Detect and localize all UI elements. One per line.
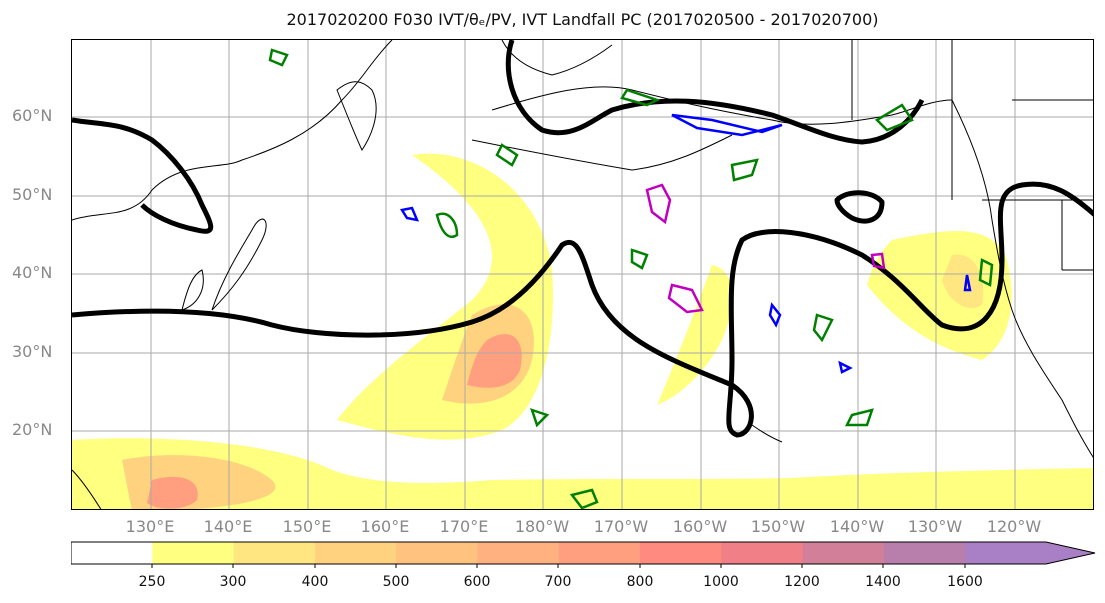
colorbar-swatch [314, 542, 397, 564]
magenta-contour-3 [870, 252, 886, 270]
colorbar-label-400: 400 [301, 574, 329, 590]
lon-label-120w: 120°W [986, 517, 1042, 536]
graticule [72, 40, 1093, 509]
coast-canada [851, 40, 1093, 271]
coast-alaska [491, 86, 953, 125]
lon-label-150e: 150°E [282, 517, 332, 536]
colorbar-swatch [71, 542, 153, 564]
pv-contour-asia [72, 117, 214, 234]
coast-asia [72, 40, 393, 221]
blue-contours [399, 113, 972, 374]
colorbar-swatch [477, 542, 560, 564]
lon-label-140w: 140°W [829, 517, 885, 536]
green-contour-2 [495, 143, 519, 167]
lon-label-130e: 130°E [125, 517, 175, 536]
colorbar-swatch [965, 542, 1095, 564]
blue-contour-5 [838, 360, 853, 374]
colorbar-swatch [640, 542, 722, 564]
lat-label-30n: 30°N [12, 342, 53, 361]
ivt-plume-east [867, 231, 1012, 360]
magenta-contour-2 [667, 283, 704, 314]
lon-label-150w: 150°W [750, 517, 806, 536]
coast-bering [501, 40, 613, 76]
green-contour-10 [569, 488, 599, 509]
colorbar-swatch [721, 542, 804, 564]
colorbar-label-500: 500 [382, 574, 410, 590]
colorbar-swatch [233, 542, 316, 564]
coastlines [72, 40, 1093, 509]
ivt-band-south-max [147, 476, 198, 509]
pv-contour-north [505, 40, 925, 145]
colorbar-label-1600: 1600 [947, 574, 983, 590]
colorbar-label-1200: 1200 [784, 574, 820, 590]
coast-japan [211, 218, 267, 311]
green-contour-5 [812, 313, 834, 343]
ivt-band-south [72, 438, 1093, 509]
lat-label-20n: 20°N [12, 420, 53, 439]
lon-label-160e: 160°E [360, 517, 410, 536]
colorbar-swatch [558, 542, 641, 564]
colorbar-swatches [71, 542, 1095, 564]
green-contour-8 [268, 48, 289, 67]
colorbar-ticks [151, 564, 966, 568]
green-contour-9 [530, 408, 550, 428]
lon-label-140e: 140°E [203, 517, 253, 536]
map-title: 2017020200 F030 IVT/θₑ/PV, IVT Landfall … [286, 10, 879, 29]
pv-contours [72, 40, 1093, 438]
lon-label-180w: 180°W [514, 517, 570, 536]
coast-hawaii [751, 424, 783, 443]
colorbar-label-1000: 1000 [703, 574, 739, 590]
green-contours [268, 48, 994, 509]
colorbar-label-800: 800 [626, 574, 654, 590]
lat-label-50n: 50°N [12, 185, 53, 204]
magenta-contours [645, 183, 886, 314]
colorbar-swatch [884, 542, 966, 564]
ivt-shading [72, 153, 1093, 509]
map-panel [71, 39, 1094, 510]
green-contour-7 [978, 258, 994, 287]
blue-contour-3 [768, 302, 782, 328]
magenta-contour-1 [645, 183, 672, 225]
colorbar-label-1400: 1400 [865, 574, 901, 590]
lat-label-60n: 60°N [12, 106, 53, 125]
green-contour-12 [630, 248, 649, 270]
colorbar-outline [71, 541, 1096, 565]
colorbar-label-250: 250 [138, 574, 166, 590]
colorbar-swatch [152, 542, 235, 564]
ivt-plume-central [657, 265, 733, 405]
pv-contour-closed [834, 190, 885, 224]
green-contour-3 [620, 88, 661, 107]
blue-contour-2 [399, 206, 420, 222]
lon-label-130w: 130°W [907, 517, 963, 536]
pv-contour-main [72, 181, 1093, 438]
coast-philippines [72, 469, 102, 509]
green-contour-1 [435, 212, 459, 239]
blue-contour-4 [963, 274, 972, 292]
colorbar-label-600: 600 [463, 574, 491, 590]
lon-label-170w: 170°W [593, 517, 649, 536]
green-contour-6 [844, 408, 874, 427]
ivt-plume-east-core [942, 254, 984, 309]
lat-label-40n: 40°N [12, 263, 53, 282]
lon-label-160w: 160°W [672, 517, 728, 536]
colorbar [71, 541, 1096, 568]
blue-contour-1 [671, 113, 783, 137]
coast-kamchatka [336, 81, 377, 151]
colorbar-swatch [396, 542, 478, 564]
colorbar-label-700: 700 [544, 574, 572, 590]
lon-label-170e: 170°E [439, 517, 489, 536]
coast-korea [181, 269, 204, 311]
map-canvas [72, 40, 1093, 509]
ivt-plume-main-max [467, 334, 522, 388]
coast-na-west [951, 99, 1093, 458]
green-contour-11 [874, 103, 914, 132]
coast-aleutians [471, 134, 733, 171]
colorbar-label-300: 300 [219, 574, 247, 590]
colorbar-swatch [802, 542, 885, 564]
green-contour-4 [730, 158, 759, 182]
